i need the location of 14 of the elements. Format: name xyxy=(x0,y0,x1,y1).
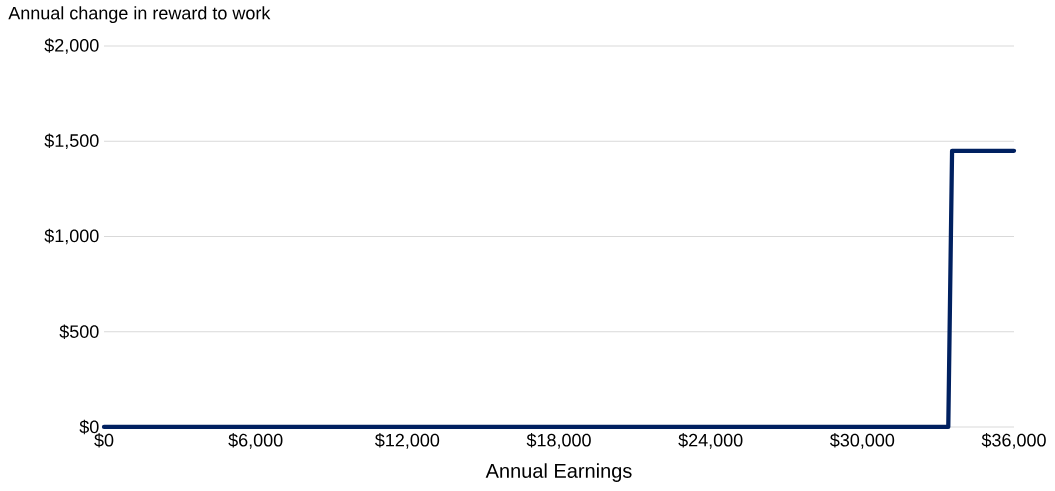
x-tick-label: $6,000 xyxy=(228,433,283,449)
x-axis-title: Annual Earnings xyxy=(485,463,632,482)
y-tick-label: $500 xyxy=(59,324,99,340)
x-tick-label: $18,000 xyxy=(526,433,591,449)
y-axis-title: Annual change in reward to work xyxy=(8,6,271,24)
x-tick-label: $0 xyxy=(94,433,114,448)
y-tick-label: $1,500 xyxy=(44,133,99,150)
x-tick-label: $36,000 xyxy=(981,433,1046,449)
y-tick-label: $2,000 xyxy=(44,38,99,54)
x-tick-label: $24,000 xyxy=(678,433,743,449)
y-tick-label: $0 xyxy=(79,419,99,435)
x-tick-label: $30,000 xyxy=(829,433,895,449)
y-tick-label: $1,000 xyxy=(44,228,99,245)
x-tick-label: $12,000 xyxy=(375,433,440,449)
